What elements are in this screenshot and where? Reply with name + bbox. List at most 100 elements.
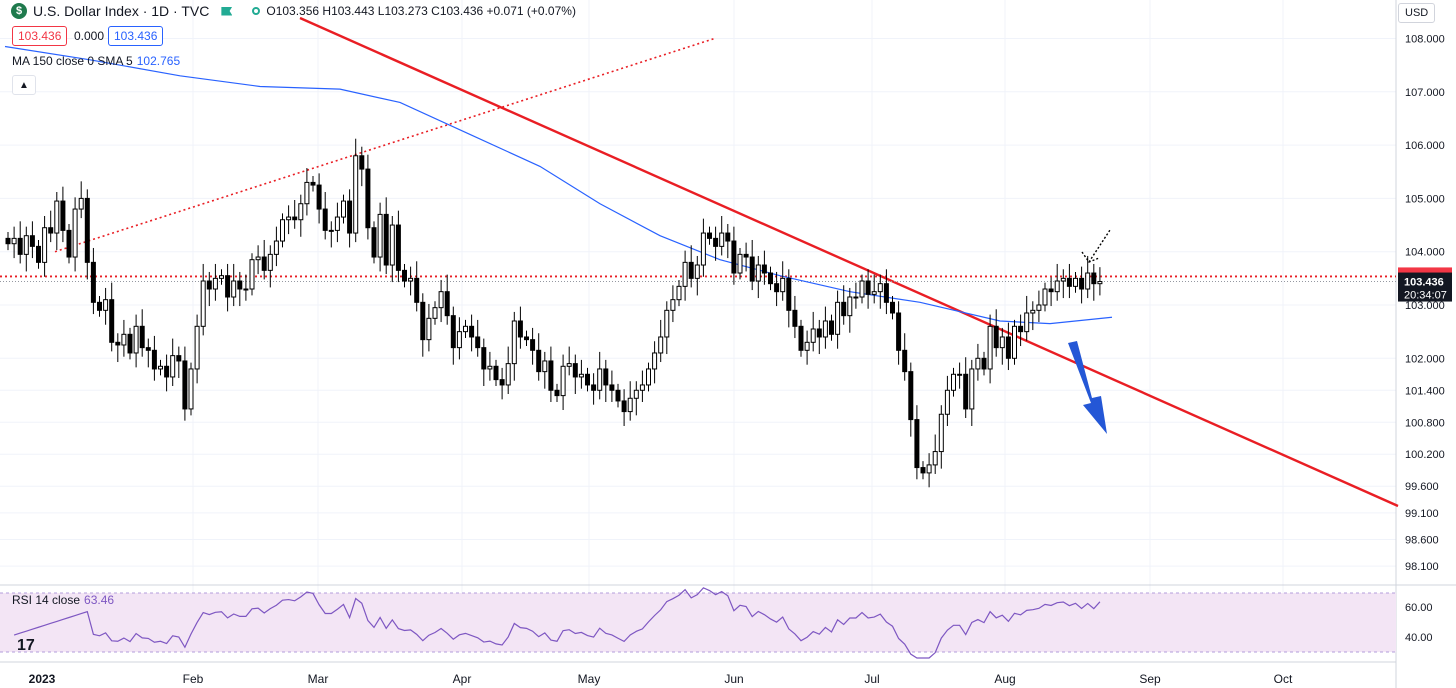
sell-button[interactable]: 103.436	[12, 26, 68, 46]
rsi-label: RSI 14 close	[12, 593, 81, 607]
candle-down	[151, 349, 157, 370]
candle-down	[963, 373, 969, 410]
buy-button[interactable]: 103.436	[108, 26, 164, 46]
candle-up	[249, 259, 255, 290]
candle-up	[353, 155, 359, 234]
candle-up	[328, 229, 334, 232]
candle-up	[72, 208, 78, 258]
candle-down	[444, 291, 450, 317]
tradingview-logo[interactable]: 17	[17, 637, 35, 654]
candle-up	[633, 389, 639, 399]
candle-up	[542, 360, 548, 373]
candle-up	[938, 413, 944, 453]
candle-up	[578, 373, 584, 378]
candle-up	[999, 336, 1005, 349]
candle-down	[139, 325, 145, 349]
candle-up	[23, 235, 29, 255]
candle-up	[670, 299, 676, 311]
candle-down	[707, 232, 712, 239]
candle-up	[682, 261, 688, 287]
currency-selector[interactable]: USD	[1398, 3, 1436, 23]
candle-down	[829, 320, 834, 335]
candle-down	[310, 181, 316, 186]
candle-up	[926, 464, 932, 474]
trendlines	[0, 16, 1399, 508]
candle-up	[1085, 272, 1091, 290]
candle-down	[816, 328, 822, 338]
price-tick-label: 103.000	[1405, 300, 1445, 312]
time-tick-label: Oct	[1274, 672, 1293, 686]
candle-down	[90, 261, 96, 303]
candle-up	[456, 331, 462, 349]
candle-down	[1005, 336, 1011, 359]
countdown-text: 20:34:07	[1404, 290, 1447, 302]
candle-down	[237, 280, 243, 290]
rsi-value: 63.46	[84, 593, 115, 607]
candle-down	[499, 379, 505, 386]
candle-down	[908, 371, 914, 421]
candle-down	[981, 357, 987, 370]
rsi-legend[interactable]: RSI 14 close 63.46	[12, 593, 114, 607]
candle-up	[231, 280, 237, 298]
candle-down	[609, 384, 615, 391]
candle-down	[603, 368, 609, 386]
symbol-title[interactable]: U.S. Dollar Index · 1D · TVC	[33, 3, 210, 19]
rsi-line	[13, 587, 1101, 659]
candle-down	[402, 269, 407, 282]
time-tick-label: Aug	[994, 672, 1015, 686]
ma-legend[interactable]: MA 150 close 0 SMA 5 102.765	[12, 54, 180, 68]
candle-up	[511, 320, 517, 365]
candle-down	[414, 277, 420, 303]
ohlc-values: O103.356 H103.443 L103.273 C103.436 +0.0…	[266, 4, 576, 18]
rsi-band	[0, 593, 1396, 652]
candle-up	[676, 285, 682, 301]
candle-up	[835, 301, 841, 335]
candle-up	[334, 216, 340, 231]
candle-down	[554, 389, 560, 397]
price-tick-label: 105.000	[1405, 193, 1445, 205]
candle-down	[865, 280, 871, 295]
flag-icon[interactable]	[221, 6, 233, 16]
candle-down	[883, 283, 889, 303]
candle-down	[322, 208, 328, 231]
candle-up	[822, 320, 828, 338]
candle-up	[389, 224, 395, 266]
spread-value: 0.000	[74, 29, 105, 43]
axes: 108.000 107.000 106.000 105.000 104.000 103.0…	[29, 34, 1452, 686]
candle-up	[408, 277, 414, 282]
candle-up	[426, 317, 432, 341]
last-price-tag	[1398, 272, 1452, 302]
candle-up	[1073, 277, 1078, 287]
candle-down	[66, 229, 72, 258]
candle-up	[877, 283, 883, 293]
candle-down	[475, 336, 481, 349]
candle-up	[1030, 309, 1036, 314]
chevron-up-icon[interactable]: ▲	[12, 75, 36, 95]
candle-up	[212, 277, 218, 290]
candle-down	[1066, 277, 1072, 287]
candle-down	[1079, 277, 1085, 290]
candle-up	[432, 307, 438, 319]
last-price-tag-text: 103.436	[1404, 277, 1444, 289]
price-tick-label: 106.000	[1405, 140, 1445, 152]
candle-down	[615, 389, 621, 402]
candle-up	[78, 197, 84, 210]
candle-up	[438, 291, 444, 309]
candle-up	[804, 341, 810, 351]
candle-down	[768, 272, 773, 285]
candle-down	[84, 197, 90, 263]
time-tick-label: Feb	[183, 672, 204, 686]
candle-down	[316, 184, 322, 210]
candle-up	[646, 368, 651, 386]
candle-down	[993, 325, 999, 349]
price-tick-label: 107.000	[1405, 87, 1445, 99]
candle-down	[481, 347, 487, 370]
candle-up	[944, 389, 950, 415]
candle-up	[463, 325, 468, 333]
candle-down	[115, 341, 121, 346]
candle-up	[700, 232, 706, 266]
candle-down	[383, 213, 389, 266]
candle-down	[621, 400, 627, 413]
candle-down	[420, 301, 426, 341]
